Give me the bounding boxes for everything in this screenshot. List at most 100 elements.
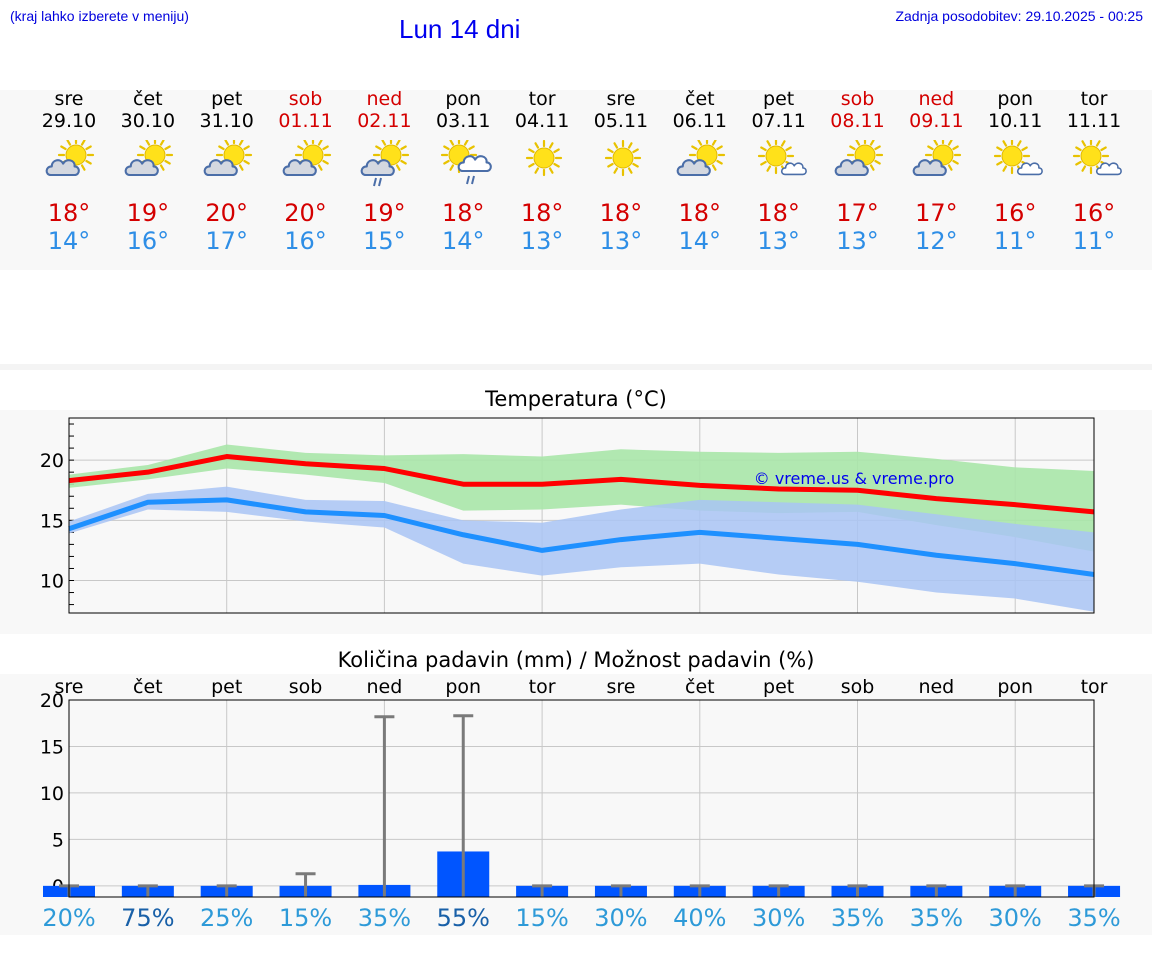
day-name: sre	[606, 88, 636, 110]
y-tick-label: 20	[40, 690, 64, 712]
temp-min: 14°	[441, 227, 485, 255]
day-name: tor	[1080, 88, 1108, 110]
x-tick-label: ned	[367, 676, 403, 698]
day-column: ned 02.11	[346, 88, 422, 132]
day-date: 29.10	[41, 110, 97, 132]
day-name: pet	[211, 88, 243, 110]
max_range-band	[69, 444, 1095, 552]
temp-chart-title: Temperatura (°C)	[485, 387, 667, 411]
temp-min: 11°	[993, 227, 1037, 255]
day-column: ned 09.11	[898, 88, 974, 132]
precip-chance: 35%	[1067, 904, 1121, 932]
precip-chart-title: Količina padavin (mm) / Možnost padavin …	[337, 648, 815, 672]
region-hint: (kraj lahko izberete v meniju)	[10, 8, 189, 24]
min-line	[68, 497, 1095, 577]
day-date: 31.10	[199, 110, 254, 132]
y-tick-label: 20	[40, 450, 64, 472]
day-column: čet 06.11	[662, 88, 738, 132]
temp-max: 18°	[47, 199, 91, 227]
precip-chance: 40%	[673, 904, 727, 932]
page-title: Lun 14 dni	[399, 14, 521, 44]
x-tick-label: tor	[529, 676, 556, 698]
x-tick-label: pet	[763, 676, 794, 698]
x-tick-label: sob	[289, 676, 323, 698]
sun-cloud-rain-right-icon	[441, 136, 493, 185]
day-name: sre	[54, 88, 84, 110]
day-column: sre 29.10	[31, 88, 107, 132]
day-date: 01.11	[278, 110, 333, 132]
precip-chance: 30%	[988, 904, 1042, 932]
day-name: ned	[366, 88, 403, 110]
day-date: 09.11	[909, 110, 964, 132]
day-column: tor 11.11	[1056, 88, 1132, 132]
y-tick-label: 15	[40, 510, 64, 532]
precip-chance: 25%	[200, 904, 254, 932]
y-tick-label: 15	[40, 736, 64, 758]
day-name: sob	[288, 88, 323, 110]
precip-chance: 55%	[436, 904, 490, 932]
forecast-band	[0, 90, 1152, 270]
sun-small-cloud-icon	[757, 137, 807, 176]
temp-max: 16°	[1072, 199, 1116, 227]
temp-max: 17°	[915, 199, 958, 227]
day-column: pon 03.11	[425, 88, 501, 132]
day-name: sob	[840, 88, 875, 110]
day-name: pon	[997, 88, 1034, 110]
sun-small-cloud-icon	[994, 137, 1044, 176]
plot-frame	[68, 699, 1095, 898]
sun-cloud-icon	[124, 136, 173, 177]
plot-frame	[68, 417, 1095, 614]
temp-max: 18°	[520, 199, 564, 227]
temp-min: 11°	[1072, 227, 1116, 255]
day-date: 02.11	[357, 110, 412, 132]
temp-max: 18°	[678, 199, 722, 227]
day-column: pet 07.11	[741, 88, 817, 132]
day-date: 08.11	[830, 110, 885, 132]
day-column: pon 10.11	[977, 88, 1053, 132]
day-date: 10.11	[987, 110, 1043, 132]
day-column: čet 30.10	[110, 88, 186, 132]
temp-max: 20°	[205, 199, 248, 227]
temp-max: 18°	[757, 199, 800, 227]
temp-min: 16°	[126, 227, 170, 255]
temp-min: 13°	[757, 227, 800, 255]
temp-max: 17°	[836, 199, 879, 227]
last-update: Zadnja posodobitev: 29.10.2025 - 00:25	[895, 8, 1143, 24]
precip-chance: 20%	[42, 904, 96, 932]
sun-icon	[525, 139, 563, 177]
min_range-band	[69, 486, 1095, 612]
plot-area	[69, 700, 1094, 897]
sun-cloud-icon	[834, 136, 883, 177]
x-tick-label: sob	[841, 676, 875, 698]
temp-min: 14°	[678, 227, 722, 255]
temp-min: 14°	[47, 227, 91, 255]
y-tick-label: 5	[52, 829, 64, 851]
day-name: pet	[763, 88, 795, 110]
temp-min: 16°	[284, 227, 327, 255]
watermark: © vreme.us & vreme.pro	[754, 469, 955, 488]
temp-min: 17°	[205, 227, 248, 255]
temp-max: 16°	[993, 199, 1037, 227]
day-date: 06.11	[672, 110, 727, 132]
x-tick-label: pon	[445, 676, 481, 698]
sun-cloud-rain-icon	[360, 136, 410, 187]
x-tick-label: čet	[133, 676, 163, 698]
precip-chance: 35%	[830, 904, 885, 932]
day-name: čet	[685, 88, 715, 110]
x-tick-label: ned	[918, 676, 954, 698]
x-tick-label: tor	[1081, 676, 1108, 698]
sun-cloud-icon	[676, 136, 725, 177]
day-name: tor	[528, 88, 556, 110]
sun-cloud-icon	[912, 136, 962, 177]
precip-chance: 30%	[594, 904, 648, 932]
day-date: 11.11	[1066, 110, 1122, 132]
day-column: sre 05.11	[583, 88, 659, 132]
temp-max: 18°	[599, 199, 643, 227]
precip-chance: 15%	[515, 904, 569, 932]
sun-small-cloud-icon	[1072, 137, 1122, 176]
temp-min: 13°	[599, 227, 643, 255]
precip-chance: 15%	[278, 904, 333, 932]
sun-icon	[604, 139, 642, 177]
